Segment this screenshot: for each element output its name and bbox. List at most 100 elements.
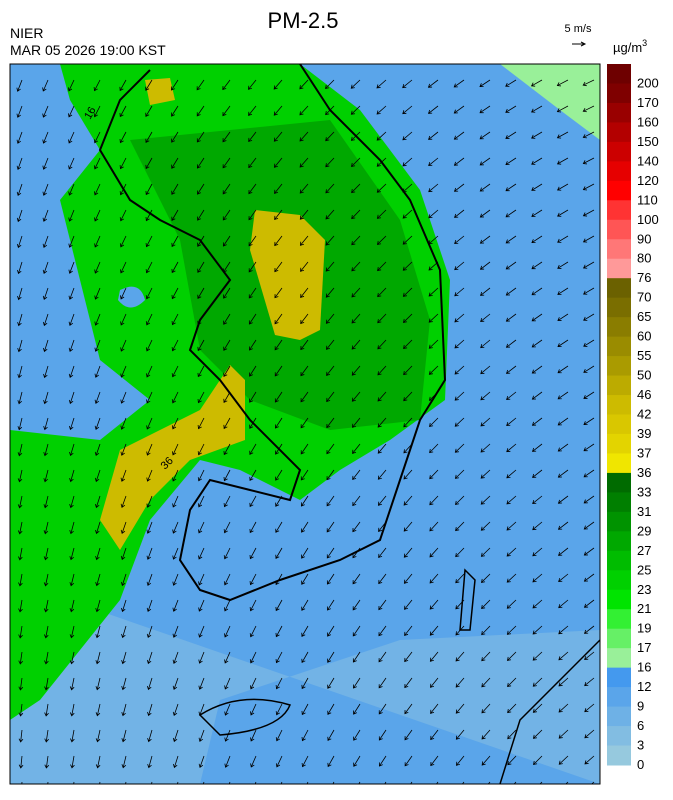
wind-arrow: [222, 131, 231, 143]
wind-arrow: [480, 417, 491, 427]
wind-arrow: [299, 105, 309, 116]
wind-arrow: [17, 495, 23, 509]
wind-arrow: [198, 677, 205, 690]
colorbar-label: 90: [637, 231, 651, 246]
wind-arrow: [249, 339, 257, 351]
wind-arrow: [455, 599, 465, 610]
wind-arrow: [507, 703, 517, 714]
colorbar-label: 33: [637, 484, 651, 499]
wind-arrow: [300, 469, 309, 481]
wind-arrow: [172, 625, 179, 638]
wind-arrow: [119, 157, 127, 170]
wind-arrow: [69, 625, 75, 639]
wind-arrow: [146, 625, 153, 639]
wind-arrow: [429, 521, 439, 532]
colorbar-label: 120: [637, 173, 659, 188]
colorbar-segment: [607, 239, 631, 260]
wind-arrow: [532, 729, 543, 739]
wind-arrow: [275, 729, 283, 742]
wind-arrow: [273, 105, 283, 116]
wind-arrow: [274, 209, 283, 221]
wind-arrow: [223, 365, 231, 377]
wind-arrow: [454, 365, 465, 375]
wind-arrow: [300, 365, 309, 377]
wind-arrow: [455, 651, 465, 662]
wind-arrow: [300, 417, 309, 429]
colorbar-segment: [607, 531, 631, 552]
wind-arrow: [146, 547, 153, 560]
wind-arrow: [506, 651, 517, 661]
wind-arrow: [198, 573, 205, 586]
wind-arrow: [430, 677, 439, 688]
datetime: MAR 05 2026 19:00 KST: [10, 42, 166, 58]
wind-arrow: [223, 339, 231, 351]
wind-arrow: [402, 183, 413, 193]
wind-arrow: [248, 157, 257, 169]
wind-arrow: [275, 703, 283, 716]
wind-arrow: [145, 313, 153, 326]
wind-arrow: [69, 703, 75, 717]
wind-arrow: [17, 261, 23, 275]
colorbar-label: 76: [637, 270, 651, 285]
wind-arrow: [146, 443, 153, 456]
wind-arrow: [172, 573, 179, 586]
colorbar-segment: [607, 570, 631, 591]
wind-arrow: [353, 729, 361, 741]
wind-arrow: [196, 79, 205, 91]
wind-arrow: [146, 469, 153, 482]
wind-arrow: [351, 183, 361, 194]
wind-arrow: [351, 391, 361, 402]
wind-arrow: [454, 339, 465, 349]
wind-arrow: [44, 729, 49, 743]
wind-arrow: [377, 417, 387, 428]
wind-arrow: [506, 469, 517, 479]
wind-arrow: [275, 625, 283, 638]
wind-arrow: [402, 209, 413, 219]
colorbar-label: 39: [637, 426, 651, 441]
wind-arrow: [455, 495, 465, 505]
wind-arrow: [43, 573, 49, 587]
wind-arrow: [172, 521, 179, 534]
wind-arrow: [353, 703, 361, 715]
wind-arrow: [171, 183, 179, 195]
wind-arrow: [430, 755, 439, 767]
wind-arrow: [249, 469, 257, 482]
wind-arrow: [275, 755, 283, 768]
wind-arrow: [197, 287, 205, 299]
wind-arrow: [42, 261, 49, 275]
wind-arrow: [95, 625, 101, 639]
wind-arrow: [403, 443, 413, 454]
wind-arrow: [171, 313, 179, 326]
wind-arrow: [68, 287, 75, 300]
wind-arrow: [95, 599, 101, 613]
wind-arrow: [453, 131, 465, 140]
wind-arrow: [350, 105, 361, 115]
wind-arrow: [531, 365, 543, 374]
wind-arrow: [583, 287, 595, 295]
wind-arrow: [69, 521, 75, 535]
wind-arrow: [17, 469, 23, 483]
wind-arrow: [582, 235, 595, 243]
wind-arrow: [300, 495, 309, 507]
colorbar-segment: [607, 395, 631, 415]
wind-arrow: [249, 495, 257, 508]
wind-arrow: [325, 105, 335, 116]
wind-arrow: [532, 625, 543, 635]
wind-arrow: [377, 391, 387, 402]
wind-arrow: [248, 287, 257, 299]
wind-arrow: [505, 365, 517, 374]
wind-arrow: [583, 365, 595, 373]
wind-arrow: [95, 677, 101, 691]
wind-arrow: [428, 365, 439, 375]
wind-arrow: [172, 703, 179, 717]
wind-arrow: [531, 157, 543, 165]
wind-arrow: [197, 365, 205, 378]
wind-arrow: [351, 339, 361, 350]
wind-arrow: [429, 625, 439, 636]
wind-arrow: [325, 183, 335, 194]
wind-arrow: [378, 651, 387, 663]
wind-arrow: [583, 469, 595, 478]
wind-arrow: [403, 469, 413, 480]
wind-arrow: [43, 417, 49, 431]
wind-arrow: [455, 573, 465, 584]
